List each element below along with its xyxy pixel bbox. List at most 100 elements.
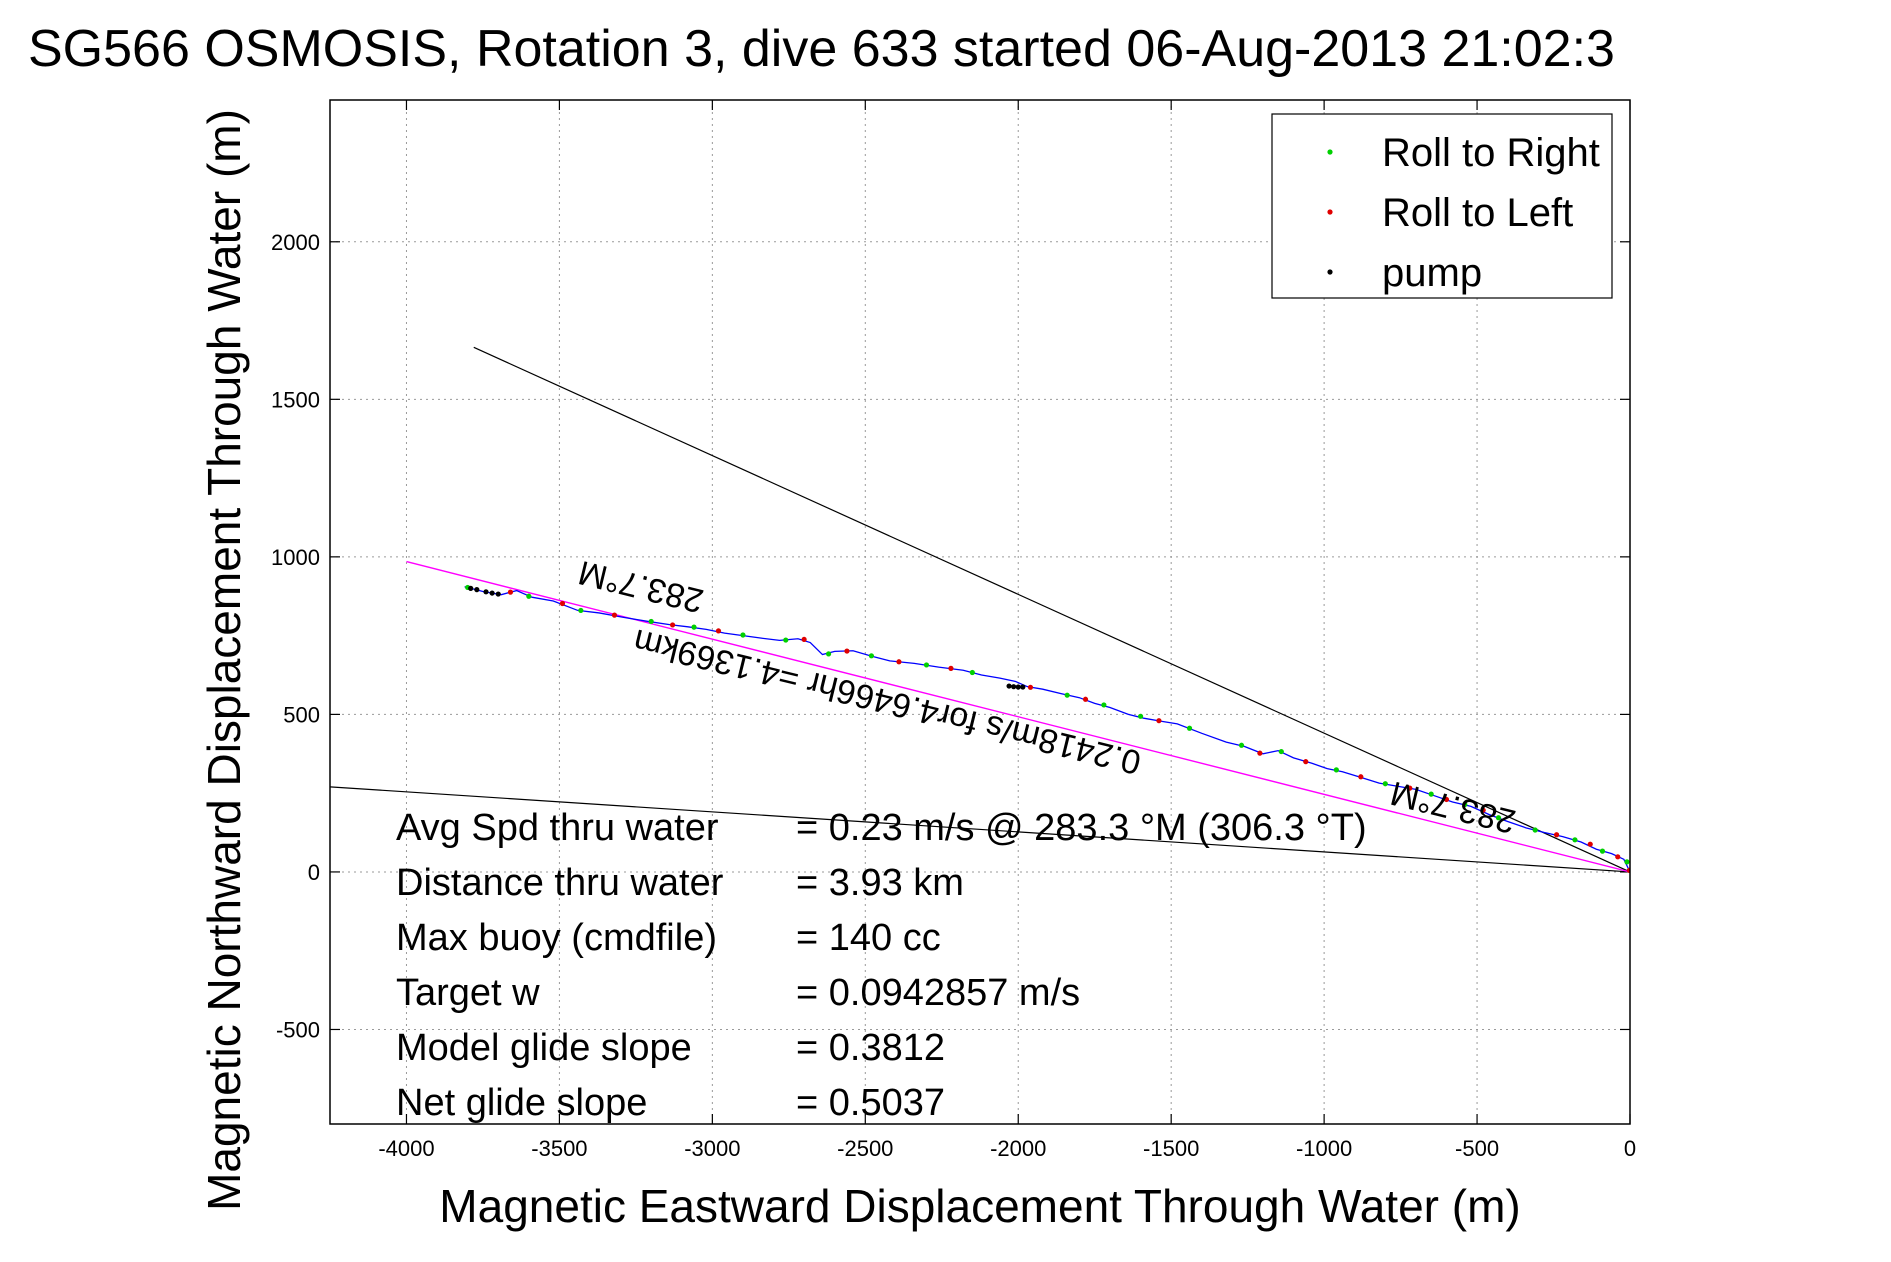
x-tick-label: -3000 <box>684 1136 740 1161</box>
heading-boundary-line <box>473 346 1630 873</box>
roll-left-point <box>896 659 902 665</box>
roll-right-point <box>648 618 654 625</box>
x-tick-label: -500 <box>1455 1136 1499 1161</box>
y-tick-label: 2000 <box>271 230 320 255</box>
stat-value: = 0.23 m/s @ 283.3 °M (306.3 °T) <box>796 807 1367 849</box>
roll-right-point <box>969 669 975 676</box>
series-layer <box>330 346 1630 873</box>
stat-value: = 3.93 km <box>796 862 964 904</box>
roll-left-point <box>1156 718 1162 724</box>
axis-ticks: -4000 -3500 -3000 -2500 -2000 -1500 -1000 -500 0… <box>271 100 1636 1161</box>
roll-left-point <box>1626 867 1630 873</box>
stat-label: Avg Spd thru water <box>396 807 719 849</box>
pump-point <box>1006 683 1012 689</box>
pump-point <box>1015 684 1021 690</box>
roll-left-point <box>948 665 954 671</box>
stat-value: = 0.3812 <box>796 1027 945 1069</box>
roll-right-point <box>1186 725 1193 731</box>
legend-label: Roll to Left <box>1382 191 1573 235</box>
roll-right-point <box>1428 791 1434 797</box>
y-tick-label: 1500 <box>271 387 320 412</box>
legend-marker <box>1327 269 1333 275</box>
roll-left-point <box>844 648 850 654</box>
x-tick-label: -2000 <box>990 1136 1046 1161</box>
y-axis-label: Magnetic Northward Displacement Through … <box>198 109 250 1211</box>
roll-left-point <box>1615 854 1621 860</box>
pump-point <box>1020 684 1026 690</box>
roll-left-point <box>1257 750 1263 756</box>
roll-left-point <box>507 589 514 595</box>
roll-right-point <box>691 624 697 630</box>
roll-right-point <box>923 662 930 668</box>
x-tick-label: 0 <box>1624 1136 1636 1161</box>
grid-lines <box>330 100 1631 1124</box>
roll-left-point <box>1303 759 1309 765</box>
roll-right-point <box>1495 815 1502 821</box>
legend-label: pump <box>1382 251 1482 295</box>
plot-frame <box>329 99 1631 1125</box>
stat-label: Distance thru water <box>396 862 724 904</box>
roll-right-point <box>740 632 746 638</box>
roll-right-point <box>1572 837 1578 843</box>
roll-left-point <box>715 628 722 634</box>
stat-label: Max buoy (cmdfile) <box>396 917 717 959</box>
stat-value: = 0.0942857 m/s <box>796 972 1080 1014</box>
roll-right-point <box>825 651 832 657</box>
roll-left-point <box>559 600 566 607</box>
legend-box <box>1271 113 1613 299</box>
roll-right-point <box>1532 827 1538 833</box>
roll-right-point <box>1624 859 1630 865</box>
roll-left-point <box>1358 774 1364 780</box>
stat-value: = 0.5037 <box>796 1082 945 1124</box>
roll-left-point <box>1553 832 1560 838</box>
x-tick-label: -3500 <box>531 1136 587 1161</box>
chart-title: SG566 OSMOSIS, Rotation 3, dive 633 star… <box>28 20 1615 78</box>
pump-point <box>483 589 489 595</box>
roll-right-point <box>1064 692 1070 698</box>
roll-right-point <box>1333 767 1339 773</box>
roll-right-point <box>868 653 875 659</box>
roll-right-point <box>1462 801 1468 808</box>
pump-point <box>495 591 501 597</box>
y-tick-label: -500 <box>276 1017 320 1042</box>
roll-left-point <box>1480 807 1486 813</box>
roll-left-point <box>801 636 807 643</box>
pump-point <box>474 587 480 593</box>
legend: Roll to Right Roll to Left pump <box>1271 113 1613 299</box>
pump-point <box>489 590 495 596</box>
x-tick-label: -1000 <box>1296 1136 1352 1161</box>
glider-track-line <box>464 586 1630 873</box>
roll-right-point <box>1238 742 1245 748</box>
y-tick-label: 0 <box>308 860 320 885</box>
roll-right-point <box>1278 748 1284 755</box>
roll-right-point <box>578 607 584 614</box>
pump-point <box>1011 684 1017 690</box>
heading-boundary-line <box>330 786 1630 873</box>
stat-label: Target w <box>396 972 540 1014</box>
stat-label: Net glide slope <box>396 1082 647 1124</box>
x-axis-label: Magnetic Eastward Displacement Through W… <box>439 1180 1520 1232</box>
roll-right-point <box>1137 713 1144 719</box>
stat-label: Model glide slope <box>396 1027 692 1069</box>
roll-right-point <box>526 593 532 599</box>
roll-right-point <box>1101 702 1107 708</box>
legend-marker <box>1327 149 1333 155</box>
stat-value: = 140 cc <box>796 917 941 959</box>
roll-right-point <box>1382 781 1388 787</box>
roll-left-point <box>669 622 676 628</box>
roll-left-point <box>1587 841 1593 847</box>
legend-label: Roll to Right <box>1382 131 1600 175</box>
y-tick-label: 1000 <box>271 545 320 570</box>
model-heading-line <box>406 560 1630 873</box>
roll-left-point <box>1082 696 1089 702</box>
y-tick-label: 500 <box>283 702 320 727</box>
roll-left-point <box>1407 785 1413 791</box>
legend-marker <box>1327 209 1333 215</box>
x-tick-label: -2500 <box>837 1136 893 1161</box>
stats-panel: Avg Spd thru water = 0.23 m/s @ 283.3 °M … <box>396 807 1367 1124</box>
roll-left-point <box>611 612 618 618</box>
roll-left-point <box>1443 796 1450 803</box>
pump-point <box>468 585 474 591</box>
x-tick-label: -4000 <box>378 1136 434 1161</box>
